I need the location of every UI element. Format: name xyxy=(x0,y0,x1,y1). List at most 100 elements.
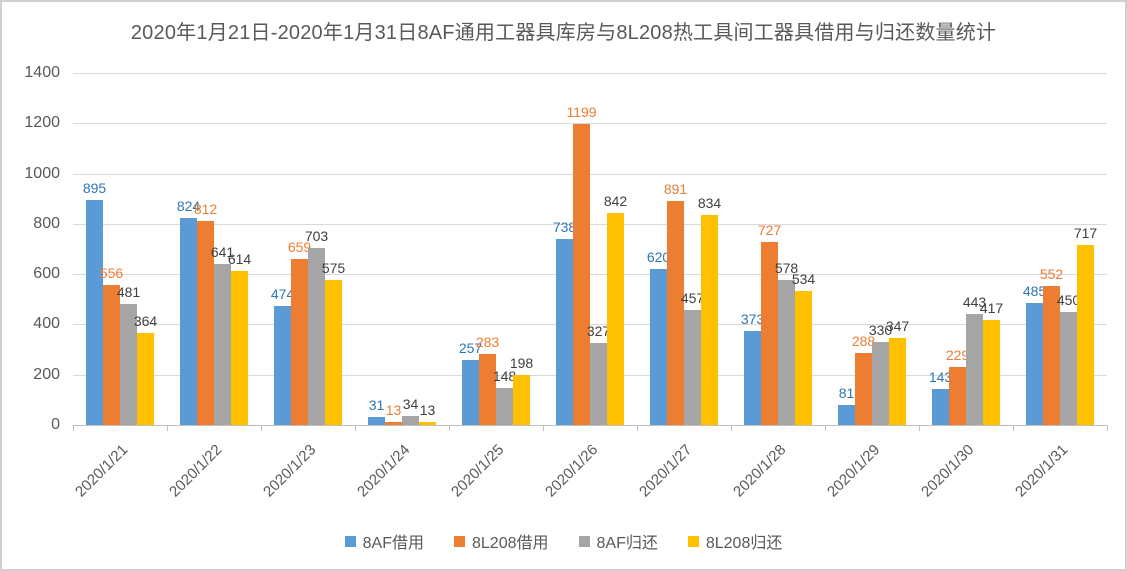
gridline xyxy=(73,123,1107,125)
bar-value-label: 327 xyxy=(586,323,611,339)
x-axis-label: 2020/1/26 xyxy=(542,441,602,501)
bar xyxy=(368,417,385,425)
x-axis-tick xyxy=(731,425,732,431)
gridline xyxy=(73,274,1107,276)
bar xyxy=(966,314,983,425)
y-axis-tick-label: 1000 xyxy=(24,164,60,182)
bar-value-label: 834 xyxy=(697,195,722,211)
bar-value-label: 895 xyxy=(82,180,107,196)
gridline xyxy=(73,173,1107,175)
x-axis-tick xyxy=(825,425,826,431)
bar xyxy=(308,248,325,425)
bar-value-label: 703 xyxy=(304,228,329,244)
y-axis-tick-label: 400 xyxy=(33,315,60,333)
x-axis-label: 2020/1/23 xyxy=(260,441,320,501)
bar xyxy=(291,259,308,425)
x-axis-label: 2020/1/21 xyxy=(72,441,132,501)
bar-value-label: 373 xyxy=(740,311,765,327)
legend-swatch-icon xyxy=(454,535,465,547)
gridline xyxy=(73,223,1107,225)
x-axis-tick xyxy=(543,425,544,431)
bar xyxy=(684,310,701,425)
x-axis-label: 2020/1/28 xyxy=(730,441,790,501)
bar-value-label: 474 xyxy=(270,286,295,302)
bar-value-label: 13 xyxy=(385,402,402,418)
bar xyxy=(1043,286,1060,425)
bar xyxy=(607,213,624,425)
bar-value-label: 148 xyxy=(492,368,517,384)
bar xyxy=(872,342,889,425)
bar xyxy=(744,331,761,425)
bar-value-label: 229 xyxy=(945,347,970,363)
x-axis-tick xyxy=(449,425,450,431)
x-axis-line xyxy=(73,425,1107,426)
bar-value-label: 283 xyxy=(475,334,500,350)
bar-value-label: 485 xyxy=(1022,283,1047,299)
bar xyxy=(1026,303,1043,425)
bar-value-label: 288 xyxy=(851,333,876,349)
x-axis-tick xyxy=(1013,425,1014,431)
bar-value-label: 450 xyxy=(1056,292,1081,308)
bar-value-label: 575 xyxy=(321,260,346,276)
x-axis-label: 2020/1/22 xyxy=(166,441,226,501)
bar xyxy=(180,218,197,425)
bar xyxy=(231,271,248,425)
bar xyxy=(513,375,530,425)
bar-value-label: 727 xyxy=(757,222,782,238)
bar-value-label: 812 xyxy=(193,201,218,217)
bar-value-label: 81 xyxy=(838,385,855,401)
bar-value-label: 738 xyxy=(552,219,577,235)
bar-value-label: 614 xyxy=(227,251,252,267)
bar xyxy=(325,280,342,425)
bar-value-label: 1199 xyxy=(566,104,597,120)
bar xyxy=(214,264,231,425)
x-axis-label: 2020/1/31 xyxy=(1012,441,1072,501)
bar xyxy=(761,242,778,425)
bar-value-label: 534 xyxy=(791,271,816,287)
bar-value-label: 364 xyxy=(133,313,158,329)
x-axis-tick xyxy=(167,425,168,431)
legend-label: 8L208归还 xyxy=(705,535,783,552)
bar-value-label: 824 xyxy=(176,198,201,214)
legend-item: 8AF借用 xyxy=(344,529,424,553)
gridline xyxy=(73,73,1107,74)
bar-value-label: 31 xyxy=(368,397,385,413)
bar xyxy=(855,353,872,425)
bar xyxy=(197,221,214,425)
x-axis-label: 2020/1/25 xyxy=(448,441,508,501)
bar xyxy=(385,422,402,425)
x-axis-tick xyxy=(919,425,920,431)
bar-value-label: 552 xyxy=(1039,266,1064,282)
bar-value-label: 556 xyxy=(99,265,124,281)
bar xyxy=(667,201,684,425)
x-axis-label: 2020/1/30 xyxy=(918,441,978,501)
x-axis-tick xyxy=(355,425,356,431)
bar-value-label: 891 xyxy=(663,181,688,197)
legend-item: 8AF归还 xyxy=(578,529,658,553)
bar-value-label: 717 xyxy=(1073,225,1098,241)
bar xyxy=(496,388,513,425)
legend-item: 8L208归还 xyxy=(687,529,783,553)
bar-value-label: 198 xyxy=(509,355,534,371)
legend-label: 8AF借用 xyxy=(362,535,424,552)
bar xyxy=(479,354,496,425)
bar-value-label: 34 xyxy=(402,396,419,412)
bar xyxy=(419,422,436,425)
bar xyxy=(1077,245,1094,425)
bar xyxy=(573,124,590,425)
x-axis-tick xyxy=(261,425,262,431)
bar-value-label: 620 xyxy=(646,249,671,265)
bar-value-label: 641 xyxy=(210,244,235,260)
bar xyxy=(137,333,154,425)
legend-label: 8L208借用 xyxy=(472,535,549,552)
y-axis-tick-label: 600 xyxy=(33,265,60,283)
bar xyxy=(650,269,667,425)
bar xyxy=(795,291,812,425)
bar-value-label: 330 xyxy=(868,322,893,338)
bar-value-label: 578 xyxy=(774,260,799,276)
bar xyxy=(556,239,573,425)
bar xyxy=(932,389,949,425)
bar-value-label: 457 xyxy=(680,290,705,306)
bar xyxy=(274,306,291,425)
